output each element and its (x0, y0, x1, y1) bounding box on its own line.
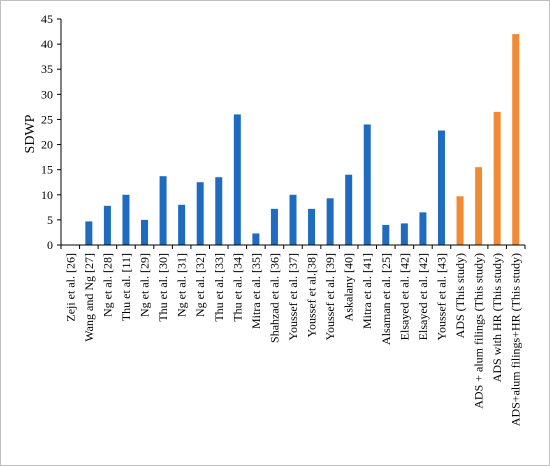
x-tick-label: Youssef et al.[38] (305, 253, 319, 337)
x-tick-label: Alsaman et al. [25] (379, 253, 393, 345)
y-tick-label: 30 (41, 87, 53, 101)
bar (308, 208, 316, 245)
x-tick-label: Elsayed et al. [42] (397, 253, 411, 340)
x-tick-label: ADS with HR (This study) (490, 253, 504, 382)
bar (215, 177, 223, 245)
x-tick-label: Youssef et al. [39] (323, 253, 337, 340)
x-tick-label: Wang and Ng [27] (82, 253, 96, 342)
bar (233, 114, 241, 245)
x-tick-label: Mitra et al. [41] (360, 253, 374, 329)
bar (437, 130, 445, 245)
bar (326, 198, 334, 245)
bar (103, 205, 111, 245)
x-tick-label: Shahzad et al. [36] (267, 253, 281, 343)
y-tick-label: 45 (41, 12, 53, 26)
bar (159, 176, 167, 245)
axes (60, 19, 525, 246)
bar (456, 196, 464, 245)
x-tick-label: Mitra et al. [35] (249, 253, 263, 329)
x-tick-label: Thu et al. [33] (212, 253, 226, 322)
bar (512, 34, 520, 245)
bar (363, 124, 371, 245)
x-tick-label: Thu et al. [30] (156, 253, 170, 322)
bar (141, 219, 149, 245)
x-tick-label: Thu et al. [11] (119, 253, 133, 321)
x-tick-label: ADS + alum filings (This study) (472, 253, 486, 409)
x-tick-label: Youssef et al. [37] (286, 253, 300, 340)
y-tick-label: 25 (41, 112, 53, 126)
y-ticks: 0 5 10 15 20 25 30 35 40 45 (41, 12, 61, 252)
bar (400, 223, 408, 245)
x-tick-label: Askalany [40] (342, 253, 356, 321)
bar (345, 174, 353, 245)
bar (252, 233, 260, 245)
bar (122, 194, 130, 245)
bar (382, 224, 390, 245)
y-axis-title: SDWP (23, 114, 38, 153)
x-tick-label: Ng et al. [31] (175, 253, 189, 317)
bars (85, 34, 520, 246)
x-tick-label: Ng et al. [32] (193, 253, 207, 317)
bar (270, 208, 278, 245)
y-tick-label: 35 (41, 62, 53, 76)
bar (289, 194, 297, 245)
x-tick-label: Ng et al. [29] (138, 253, 152, 317)
y-tick-label: 5 (47, 213, 53, 227)
x-tick-label: ADS+alum filings+HR (This study) (509, 253, 523, 426)
x-tick-label: ADS (This study) (453, 253, 467, 338)
x-tick-label: Zeji et al. [26] (63, 253, 77, 322)
bar (475, 167, 483, 245)
bar (493, 111, 501, 246)
bar (178, 204, 186, 245)
y-tick-label: 40 (41, 37, 53, 51)
bar (85, 221, 93, 245)
bar (419, 212, 427, 245)
x-tick-label: Youssef et al. [43] (434, 253, 448, 340)
y-tick-label: 20 (41, 138, 53, 152)
y-tick-label: 15 (41, 163, 53, 177)
x-tick-label: Elsayed et al. [42] (416, 253, 430, 340)
bar (196, 182, 204, 245)
y-tick-label: 0 (47, 238, 53, 252)
x-tick-label: Thu et al. [34] (230, 253, 244, 322)
x-tick-label: Ng et al. [28] (100, 253, 114, 317)
x-ticks: Zeji et al. [26] Wang and Ng [27] Ng et al… (60, 245, 526, 426)
y-tick-label: 10 (41, 188, 53, 202)
y-axis-label: SDWP (23, 114, 38, 153)
